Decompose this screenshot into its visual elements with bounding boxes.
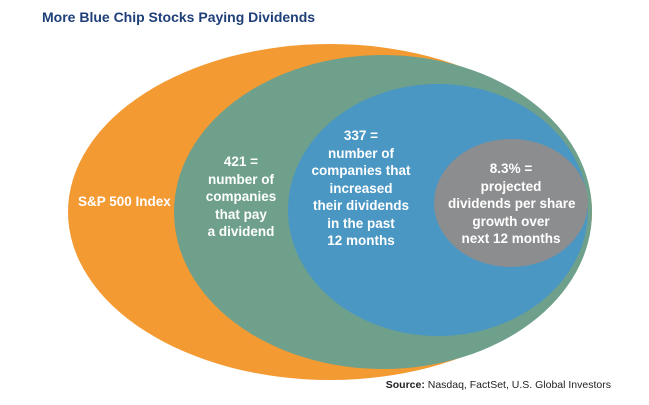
source-prefix: Source: xyxy=(385,379,425,391)
projected-growth-label: 8.3% = projected dividends per share gro… xyxy=(448,160,576,248)
label-line: next 12 months xyxy=(461,231,561,246)
source-text: Nasdaq, FactSet, U.S. Global Investors xyxy=(424,379,611,391)
label-line: 12 months xyxy=(327,233,395,248)
label-line: a dividend xyxy=(207,224,275,239)
dividend-payers-label: 421 = number of companies that pay a div… xyxy=(188,153,294,241)
label-line: 421 = xyxy=(223,154,259,169)
dividend-increasers-label: 337 = number of companies that increased… xyxy=(300,127,422,250)
label-line: companies xyxy=(205,189,277,204)
sp500-label: S&P 500 Index xyxy=(78,194,171,209)
label-line: number of xyxy=(208,171,274,187)
label-line: companies that xyxy=(311,163,411,178)
label-line: projected xyxy=(480,178,542,194)
projected-growth-ellipse xyxy=(434,139,588,267)
label-line: dividends per share xyxy=(448,196,576,211)
source-note: Source: Nasdaq, FactSet, U.S. Global Inv… xyxy=(386,379,611,391)
label-line: in the past xyxy=(327,215,395,231)
label-line: 337 = xyxy=(343,128,379,143)
label-line: number of xyxy=(328,145,394,161)
label-line: that pay xyxy=(215,206,267,222)
chart-title: More Blue Chip Stocks Paying Dividends xyxy=(42,9,316,25)
label-line: their dividends xyxy=(312,198,410,213)
label-line: 8.3% = xyxy=(489,161,533,176)
label-line: growth over xyxy=(472,213,550,229)
label-line: increased xyxy=(329,180,393,196)
